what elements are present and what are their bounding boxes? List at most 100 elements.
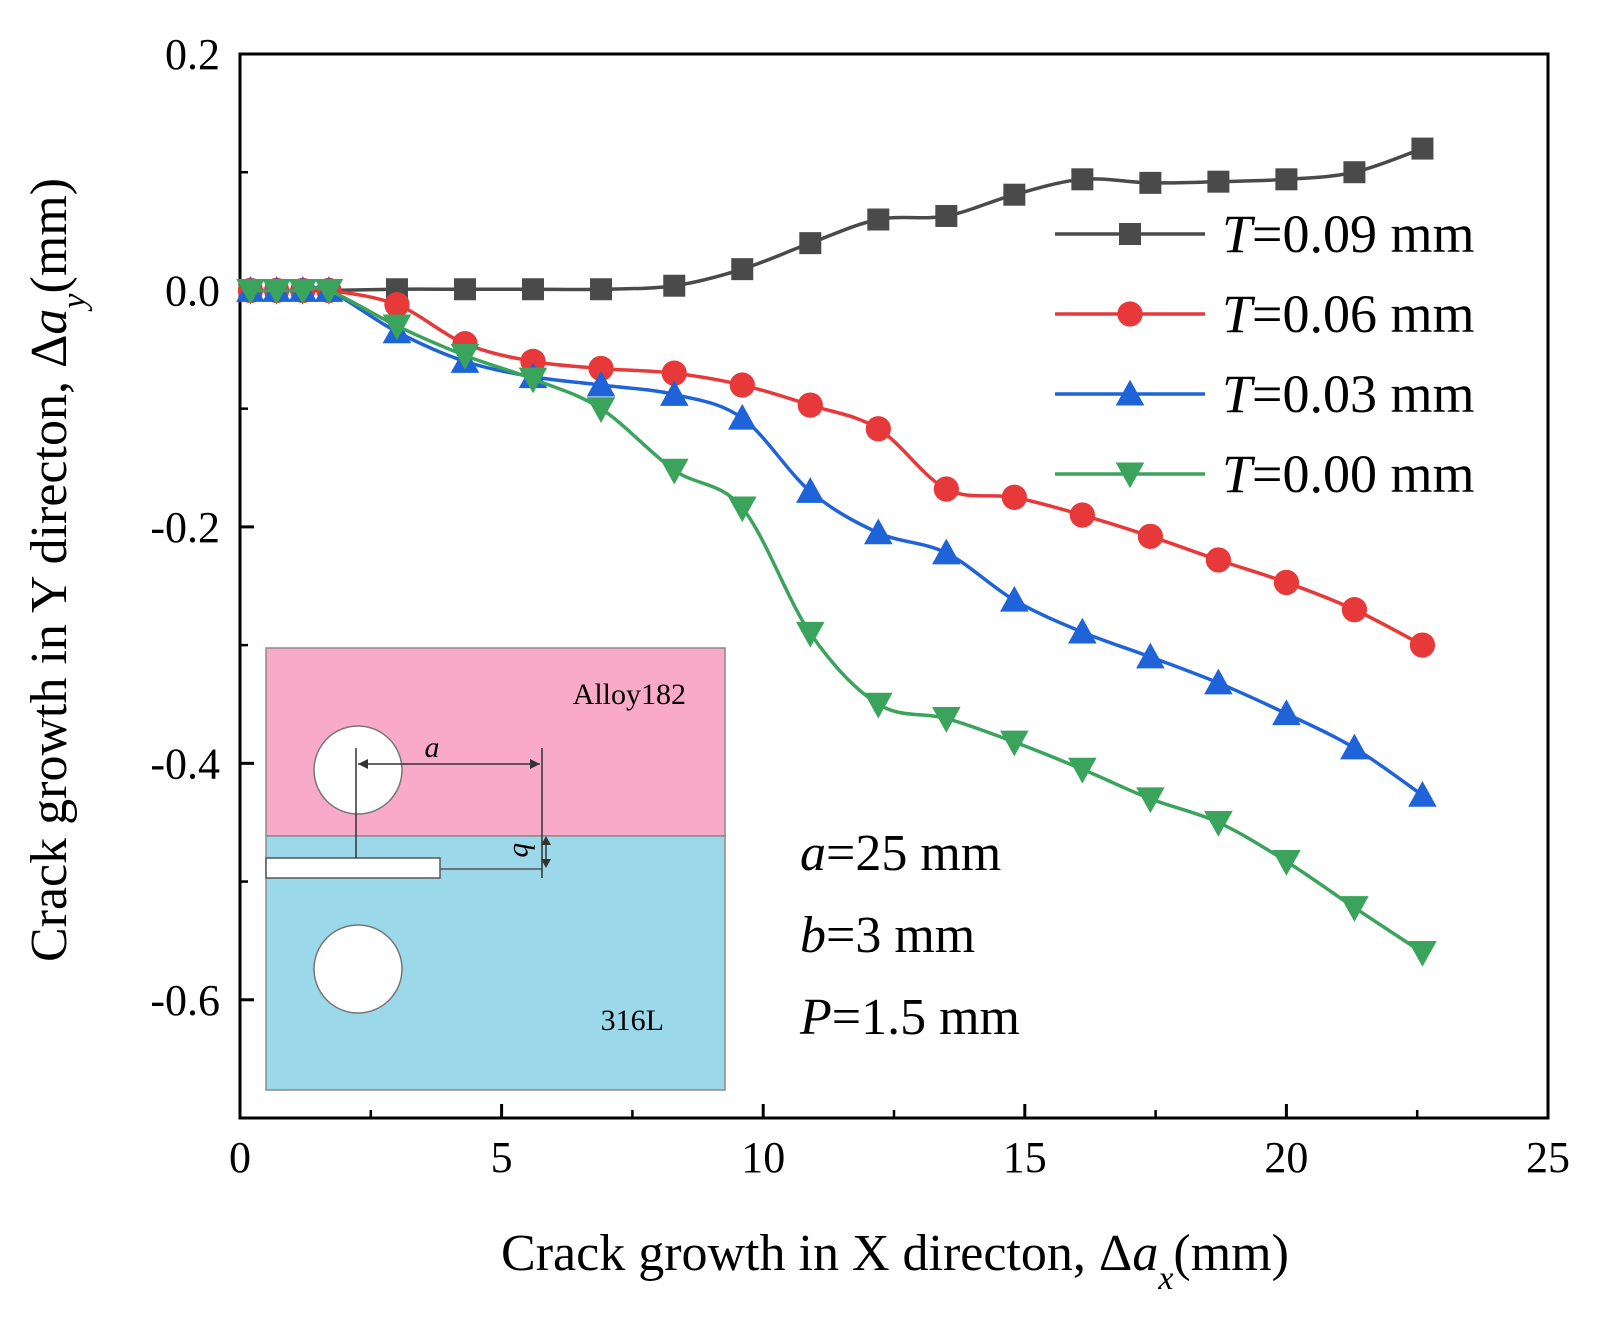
data-point bbox=[262, 279, 291, 305]
series-circle bbox=[237, 277, 1436, 658]
legend: T=0.09 mm T=0.06 mm T=0.03 mm T=0.00 mm bbox=[1055, 204, 1475, 504]
data-point bbox=[1000, 585, 1029, 612]
inset-upper-hole bbox=[313, 725, 403, 815]
data-point bbox=[729, 372, 755, 398]
data-point bbox=[518, 367, 548, 394]
data-point bbox=[663, 274, 686, 297]
ticks: 0 5 10 15 20 25 -0.6 -0.4 -0.2 0.0 0.2 bbox=[150, 30, 1570, 1182]
data-point bbox=[586, 397, 616, 423]
series-triangle-down bbox=[236, 279, 1437, 967]
y-axis-title: Crack growth in Y directon, Δay(mm) bbox=[21, 178, 93, 962]
data-series bbox=[236, 137, 1437, 967]
param-b: b=3 mm bbox=[800, 907, 975, 964]
specimen-inset: a b Alloy182 316L bbox=[265, 647, 726, 1091]
x-tick-label: 25 bbox=[1526, 1133, 1570, 1182]
data-point bbox=[1137, 523, 1164, 549]
data-point bbox=[864, 692, 893, 719]
data-point bbox=[799, 232, 822, 255]
data-point bbox=[1068, 757, 1097, 784]
data-point bbox=[453, 278, 476, 301]
inset-steel-label: 316L bbox=[601, 1004, 664, 1037]
inset-notch bbox=[265, 857, 441, 879]
data-point bbox=[1003, 183, 1026, 206]
data-point bbox=[1343, 161, 1366, 184]
data-point bbox=[867, 208, 890, 231]
data-point bbox=[795, 477, 825, 503]
data-point bbox=[731, 258, 754, 281]
data-point bbox=[659, 458, 689, 485]
x-tick-label: 15 bbox=[1003, 1133, 1047, 1182]
legend-marker bbox=[1115, 462, 1145, 489]
data-point bbox=[1071, 168, 1094, 191]
data-point bbox=[661, 360, 687, 386]
data-point bbox=[795, 621, 825, 648]
data-point bbox=[932, 538, 961, 565]
data-point bbox=[450, 344, 480, 370]
data-point bbox=[314, 279, 344, 305]
data-point bbox=[288, 279, 318, 305]
data-point bbox=[1411, 137, 1434, 160]
legend-marker bbox=[1117, 301, 1143, 327]
data-point bbox=[935, 204, 958, 227]
param-a: a=25 mm bbox=[800, 825, 1001, 882]
legend-label: T=0.00 mm bbox=[1222, 444, 1475, 504]
legend-marker bbox=[1115, 379, 1145, 406]
data-point bbox=[1273, 569, 1300, 596]
data-point bbox=[586, 370, 616, 397]
data-point bbox=[521, 278, 544, 301]
inset-dim-b: b bbox=[507, 843, 540, 858]
data-point bbox=[727, 403, 757, 430]
legend-label: T=0.09 mm bbox=[1222, 204, 1475, 264]
x-tick-label: 0 bbox=[229, 1133, 251, 1182]
data-point bbox=[1409, 632, 1436, 658]
x-tick-label: 20 bbox=[1264, 1133, 1308, 1182]
data-point bbox=[932, 706, 961, 733]
inset-dim-a: a bbox=[425, 731, 440, 764]
legend-label: T=0.06 mm bbox=[1222, 284, 1475, 344]
data-point bbox=[1205, 547, 1232, 573]
param-P: P=1.5 mm bbox=[799, 989, 1020, 1046]
inset-b-arrow-head-bottom bbox=[541, 859, 551, 868]
data-point bbox=[590, 278, 613, 301]
y-tick-label: 0.2 bbox=[165, 30, 220, 79]
inset-a-arrow-head-right bbox=[530, 759, 540, 769]
data-point bbox=[1000, 730, 1029, 757]
data-point bbox=[1139, 171, 1162, 194]
data-point bbox=[864, 518, 893, 545]
data-point bbox=[797, 392, 823, 418]
data-point bbox=[659, 380, 689, 406]
y-tick-label: -0.4 bbox=[150, 739, 220, 788]
data-point bbox=[1408, 780, 1437, 807]
legend-label: T=0.03 mm bbox=[1222, 364, 1475, 424]
x-axis-title: Crack growth in X directon, Δax(mm) bbox=[501, 1225, 1289, 1297]
x-tick-label: 5 bbox=[491, 1133, 513, 1182]
data-point bbox=[1069, 502, 1096, 528]
data-point bbox=[1408, 941, 1437, 967]
y-tick-label: -0.6 bbox=[150, 976, 220, 1025]
data-point bbox=[1272, 699, 1301, 726]
legend-marker bbox=[1119, 223, 1141, 245]
data-point bbox=[236, 279, 265, 305]
data-point bbox=[1204, 668, 1233, 695]
data-point bbox=[1204, 811, 1233, 837]
data-point bbox=[1068, 617, 1097, 644]
data-point bbox=[1136, 642, 1165, 669]
y-tick-label: 0.0 bbox=[165, 266, 220, 315]
data-point bbox=[1340, 896, 1369, 922]
data-point bbox=[1341, 596, 1368, 623]
data-point bbox=[727, 496, 757, 523]
data-point bbox=[1001, 484, 1027, 510]
data-point bbox=[384, 291, 410, 318]
data-point bbox=[1136, 787, 1165, 814]
data-point bbox=[1340, 733, 1369, 760]
y-tick-label: -0.2 bbox=[150, 503, 220, 552]
x-tick-label: 10 bbox=[741, 1133, 785, 1182]
inset-alloy-label: Alloy182 bbox=[573, 678, 686, 711]
data-point bbox=[865, 416, 891, 442]
inset-b-arrow-head-top bbox=[541, 836, 551, 845]
inset-a-arrow-head-left bbox=[358, 759, 368, 769]
parameter-annotations: a=25 mm b=3 mm P=1.5 mm bbox=[799, 825, 1020, 1046]
inset-lower-hole bbox=[313, 924, 403, 1014]
data-point bbox=[1275, 168, 1298, 191]
